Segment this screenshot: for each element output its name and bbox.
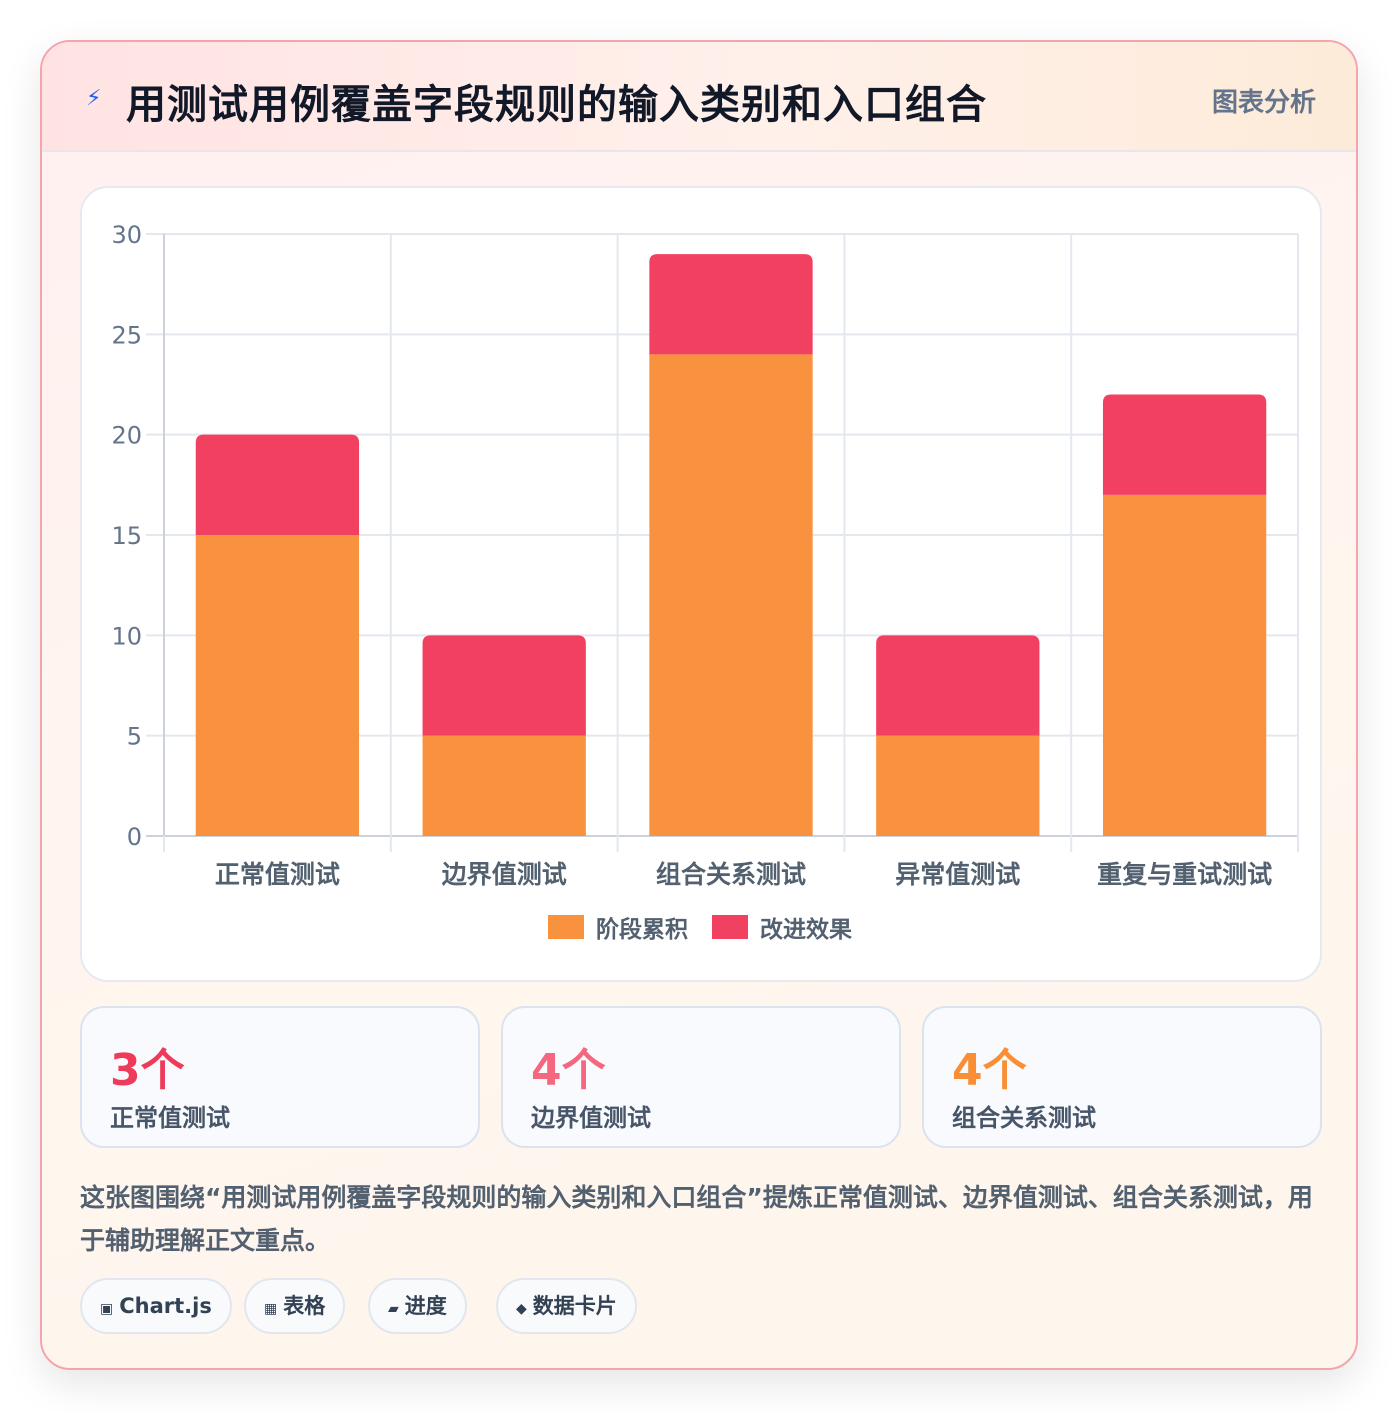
stat-card-boundary: 4个 边界值测试 <box>501 1006 901 1148</box>
legend-label: 阶段累积 <box>596 916 688 943</box>
bar-segment <box>422 635 586 736</box>
card-icon: ◆ <box>516 1301 527 1317</box>
stacked-bar-chart: 0 5 10 15 20 25 30 正常值测试 边界值测试 组合关系测试 异常值测试 重复与重试测试… <box>111 221 1299 943</box>
x-tick-label: 边界值测试 <box>442 860 567 889</box>
pill-table[interactable]: ▦ 表格 <box>244 1278 346 1334</box>
y-tick-label: 10 <box>111 622 142 650</box>
bar-segment <box>876 635 1040 736</box>
stat-value: 4个 <box>952 1045 1027 1096</box>
progress-icon: ▰ <box>388 1301 399 1317</box>
legend-swatch <box>712 915 748 939</box>
stat-card-normal: 3个 正常值测试 <box>80 1006 480 1148</box>
pill-progress[interactable]: ▰ 进度 <box>368 1278 467 1334</box>
stat-cards: 3个 正常值测试 4个 边界值测试 4个 组合关系测试 <box>80 1006 1322 1148</box>
stat-label: 组合关系测试 <box>952 1104 1096 1132</box>
stat-label: 正常值测试 <box>110 1104 230 1132</box>
pill-label: 数据卡片 <box>532 1294 617 1318</box>
chart-card: ⚡ 用测试用例覆盖字段规则的输入类别和入口组合 图表分析 0 5 10 15 20 25 3… <box>40 40 1358 1370</box>
pill-chartjs[interactable]: ▣ Chart.js <box>80 1278 232 1334</box>
bar-segment <box>195 434 360 535</box>
stat-value: 3个 <box>110 1045 185 1096</box>
chart-icon: ▣ <box>100 1301 114 1317</box>
x-tick-label: 组合关系测试 <box>656 860 806 889</box>
chart-description: 这张图围绕“用测试用例覆盖字段规则的输入类别和入口组合”提炼正常值测试、边界值测… <box>80 1183 1313 1255</box>
x-tick-label: 异常值测试 <box>895 860 1020 889</box>
y-tick-label: 25 <box>111 321 142 349</box>
x-tick-label: 正常值测试 <box>215 860 340 889</box>
y-tick-label: 30 <box>111 221 142 249</box>
lightning-icon: ⚡ <box>86 86 102 111</box>
bar-segment <box>195 535 360 836</box>
pill-label: Chart.js <box>119 1294 212 1318</box>
bar-segment <box>422 735 586 836</box>
legend-label: 改进效果 <box>760 916 852 943</box>
pill-data-card[interactable]: ◆ 数据卡片 <box>496 1278 637 1334</box>
y-tick-label: 20 <box>111 422 142 450</box>
legend-swatch <box>548 915 584 939</box>
bar-segment <box>876 735 1040 836</box>
x-tick-label: 重复与重试测试 <box>1097 860 1272 889</box>
y-tick-label: 15 <box>111 522 142 550</box>
stat-card-combination: 4个 组合关系测试 <box>922 1006 1322 1148</box>
bar-segment <box>649 354 813 836</box>
pill-label: 进度 <box>404 1294 447 1318</box>
bar-segment <box>1102 494 1267 836</box>
y-tick-label: 5 <box>127 723 142 751</box>
bar-segment <box>649 254 813 355</box>
card-header: ⚡ 用测试用例覆盖字段规则的输入类别和入口组合 图表分析 <box>42 42 1356 152</box>
table-icon: ▦ <box>264 1301 278 1317</box>
y-tick-label: 0 <box>127 823 142 851</box>
bar-segment <box>1102 394 1267 495</box>
page-title: 用测试用例覆盖字段规则的输入类别和入口组合 <box>126 82 987 128</box>
chart-container: 0 5 10 15 20 25 30 正常值测试 边界值测试 组合关系测试 异常值测试 重复与重试测试… <box>80 186 1322 982</box>
stat-value: 4个 <box>531 1045 606 1096</box>
pill-label: 表格 <box>283 1294 326 1318</box>
stat-label: 边界值测试 <box>531 1104 651 1132</box>
chart-analysis-tag: 图表分析 <box>1211 88 1316 118</box>
